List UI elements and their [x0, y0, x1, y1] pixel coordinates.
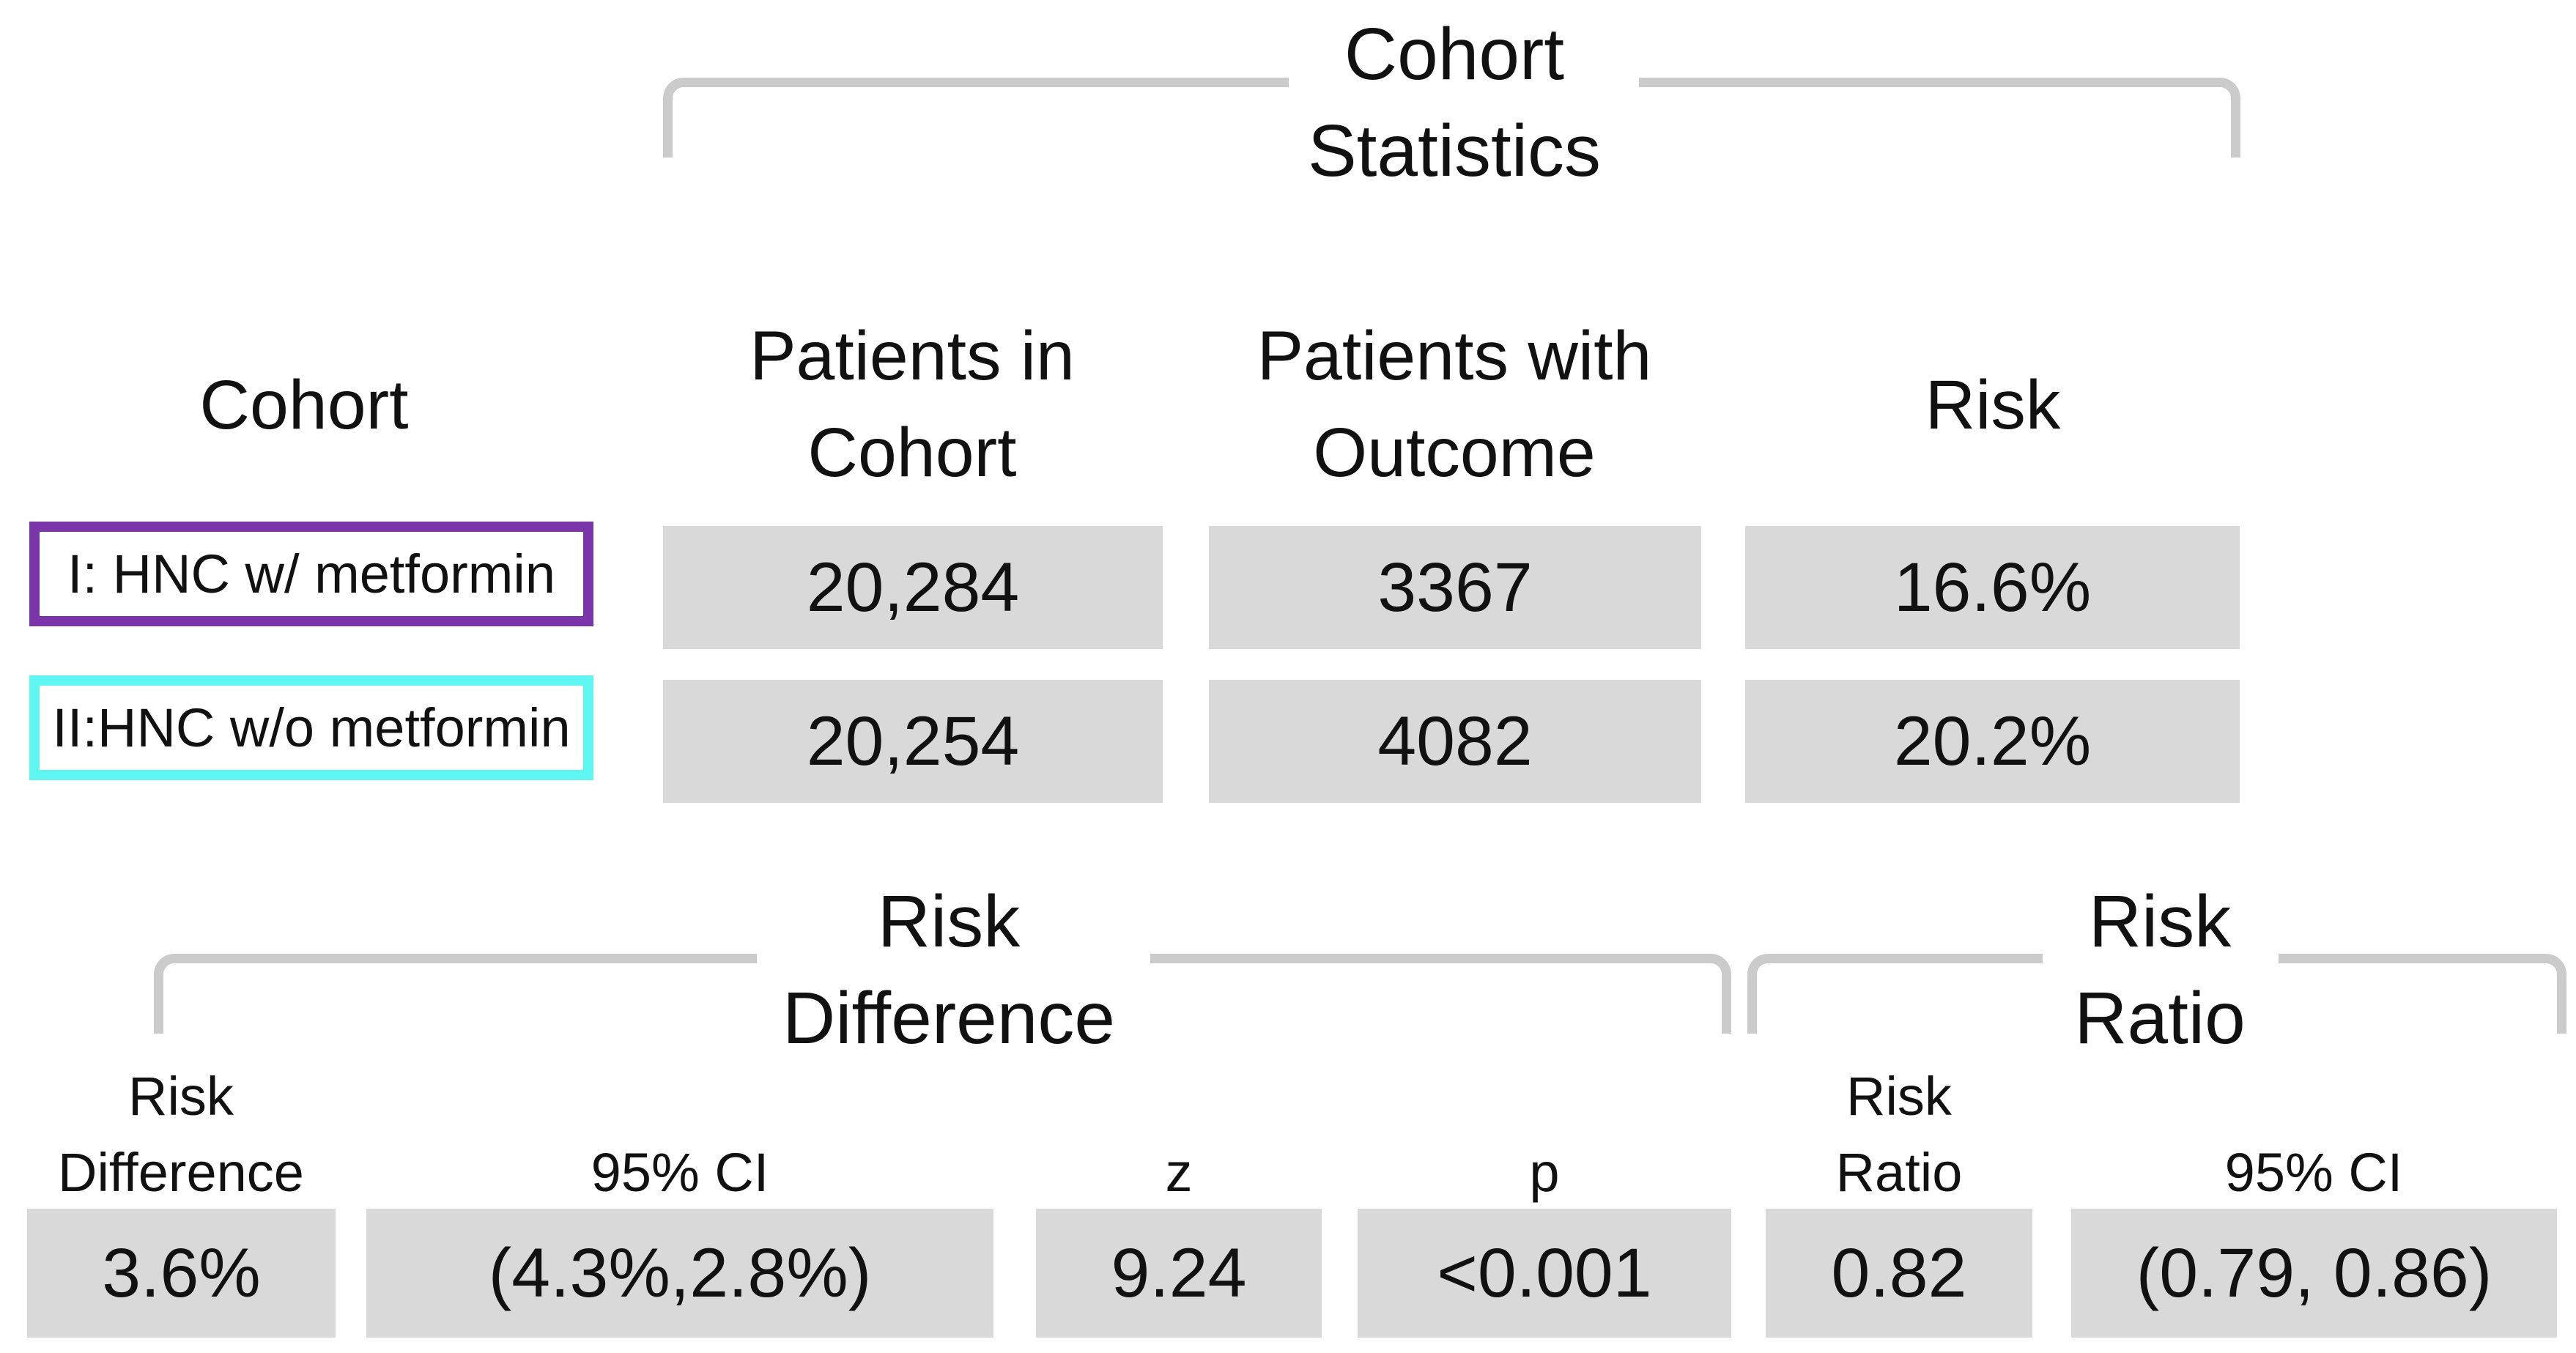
- column-header-patients-in-cohort: Patients in Cohort: [750, 317, 1075, 492]
- risk-difference-bracket-left: [154, 954, 757, 1034]
- risk-difference-bracket-right: [1150, 954, 1731, 1034]
- column-header-patients-with-outcome: Patients with Outcome: [1256, 317, 1652, 492]
- z-value-cell: 9.24: [1036, 1209, 1322, 1338]
- cohort-2-patients-in-cohort-cell: 20,254: [663, 680, 1163, 803]
- cohort-1-risk-cell: 16.6%: [1745, 526, 2240, 649]
- cohort-statistics-bracket-right: [1639, 78, 2240, 157]
- risk-ratio-value-cell: 0.82: [1766, 1209, 2032, 1338]
- cohort-2-patients-with-outcome-cell: 4082: [1209, 680, 1701, 803]
- risk-ratio-95ci-cell: (0.79, 0.86): [2071, 1209, 2557, 1338]
- cohort-2-label-box: II:HNC w/o metformin: [29, 675, 593, 780]
- cohort-1-label-box: I: HNC w/ metformin: [29, 522, 593, 626]
- cohort-1-patients-in-cohort-cell: 20,284: [663, 526, 1163, 649]
- cohort-statistics-bracket-left: [663, 78, 1289, 157]
- p-value-cell: <0.001: [1358, 1209, 1731, 1338]
- header-z: z: [1165, 1142, 1193, 1203]
- header-risk-ratio: Risk Ratio: [1835, 1066, 1963, 1203]
- risk-difference-95ci-cell: (4.3%,2.8%): [366, 1209, 993, 1338]
- risk-difference-title: Risk Difference: [782, 881, 1115, 1059]
- risk-difference-value-cell: 3.6%: [27, 1209, 336, 1338]
- column-header-cohort: Cohort: [199, 366, 409, 444]
- header-p: p: [1529, 1142, 1560, 1203]
- risk-ratio-bracket-left: [1747, 954, 2043, 1034]
- header-risk-difference: Risk Difference: [58, 1066, 304, 1203]
- cohort-1-patients-with-outcome-cell: 3367: [1209, 526, 1701, 649]
- risk-ratio-title: Risk Ratio: [2074, 881, 2246, 1059]
- column-header-risk: Risk: [1925, 366, 2061, 444]
- cohort-2-label: II:HNC w/o metformin: [52, 697, 571, 758]
- header-risk-difference-95ci: 95% CI: [591, 1142, 769, 1203]
- cohort-statistics-title: Cohort Statistics: [1307, 13, 1602, 192]
- cohort-1-label: I: HNC w/ metformin: [67, 544, 556, 604]
- cohort-2-risk-cell: 20.2%: [1745, 680, 2240, 803]
- risk-ratio-bracket-right: [2279, 954, 2566, 1034]
- header-risk-ratio-95ci: 95% CI: [2224, 1142, 2403, 1203]
